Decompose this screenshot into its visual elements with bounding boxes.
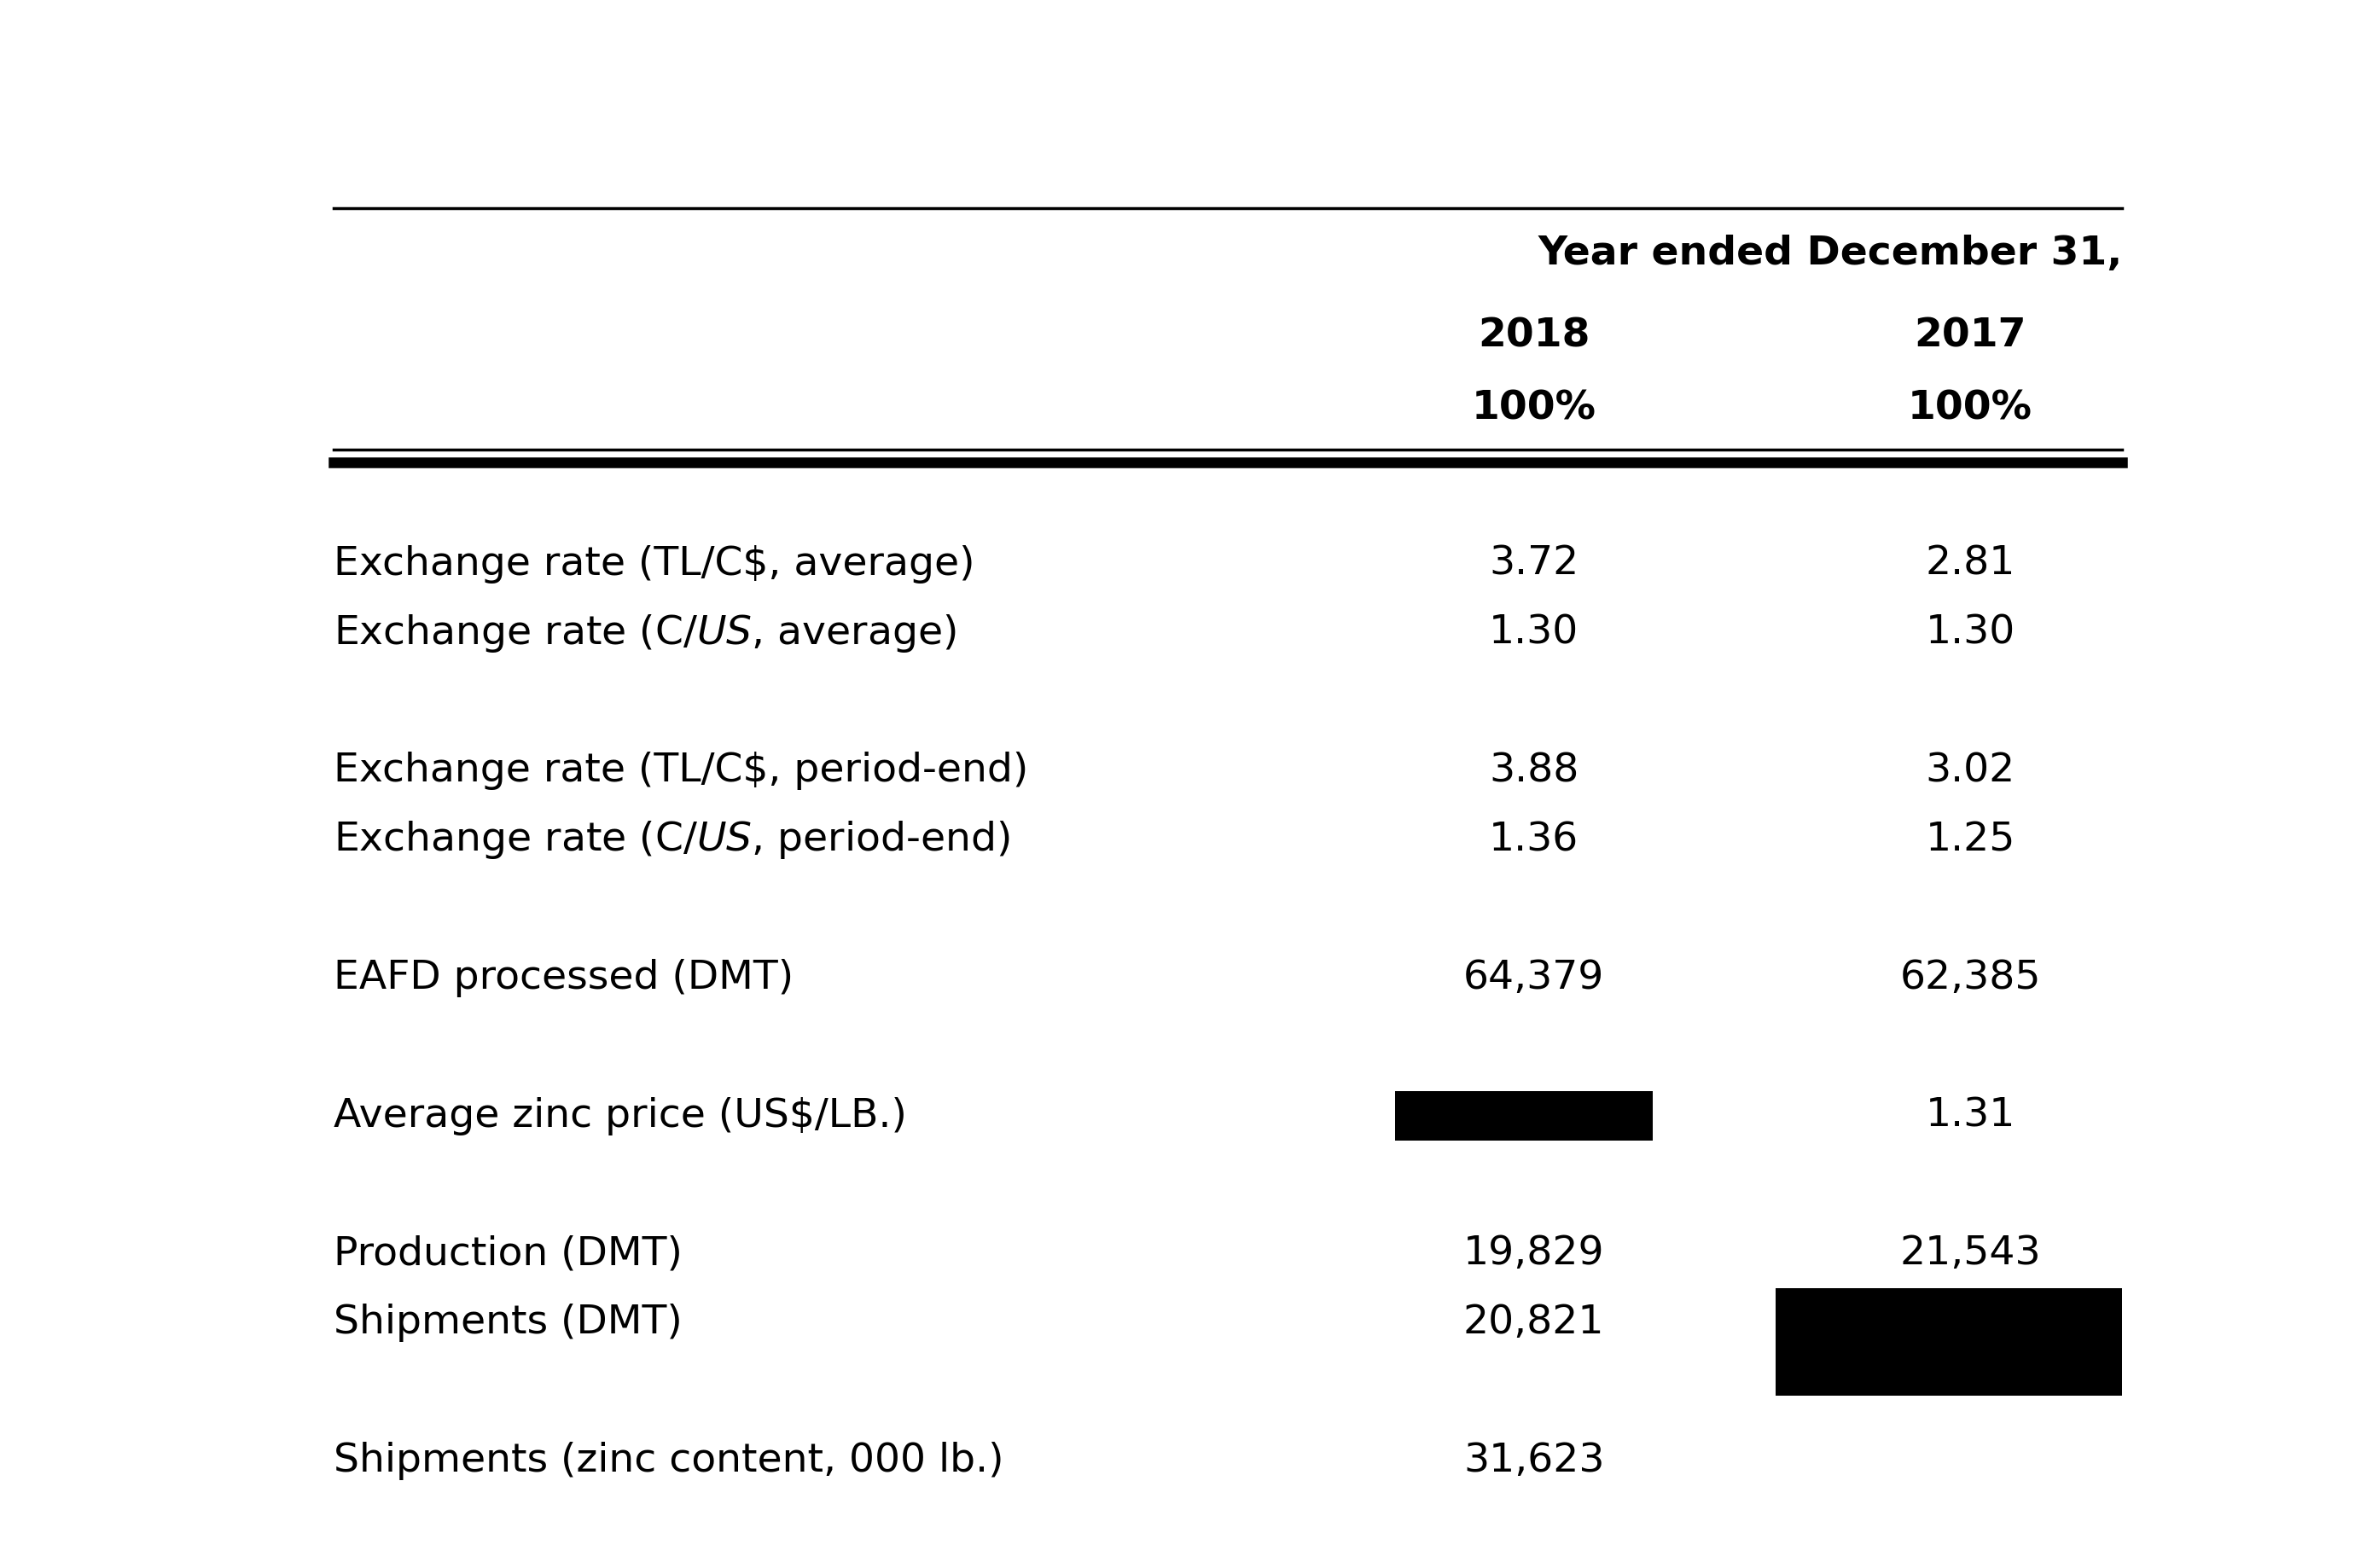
- Text: 62,385: 62,385: [1900, 960, 2040, 997]
- Text: Shipments (DMT): Shipments (DMT): [333, 1303, 682, 1342]
- Text: 19,829: 19,829: [1462, 1234, 1605, 1273]
- Bar: [1396, 1091, 1653, 1142]
- Text: 3.88: 3.88: [1489, 753, 1579, 790]
- Text: 1.36: 1.36: [1489, 822, 1579, 859]
- Text: 2018: 2018: [1477, 317, 1591, 356]
- Bar: [1776, 1289, 2121, 1505]
- Text: Exchange rate (TL/C$, average): Exchange rate (TL/C$, average): [333, 546, 975, 583]
- Text: 2017: 2017: [1914, 317, 2026, 356]
- Text: Exchange rate (C$/US$, average): Exchange rate (C$/US$, average): [333, 612, 956, 654]
- Text: 1.30: 1.30: [1926, 615, 2014, 652]
- Text: 64,379: 64,379: [1462, 960, 1605, 997]
- Text: 1.25: 1.25: [1926, 822, 2014, 859]
- Text: 20,821: 20,821: [1462, 1303, 1605, 1342]
- Text: 21,543: 21,543: [1900, 1234, 2040, 1273]
- Text: Year ended December 31,: Year ended December 31,: [1539, 235, 2121, 273]
- Text: Shipments (zinc content, 000 lb.): Shipments (zinc content, 000 lb.): [333, 1441, 1004, 1480]
- Text: EAFD processed (DMT): EAFD processed (DMT): [333, 960, 794, 997]
- Text: Average zinc price (US$/LB.): Average zinc price (US$/LB.): [333, 1098, 906, 1135]
- Text: 1.31: 1.31: [1926, 1098, 2014, 1135]
- Text: Exchange rate (TL/C$, period-end): Exchange rate (TL/C$, period-end): [333, 753, 1027, 790]
- Text: 3.02: 3.02: [1926, 753, 2014, 790]
- Text: Production (DMT): Production (DMT): [333, 1234, 682, 1273]
- Text: 100%: 100%: [1907, 389, 2033, 428]
- Text: 2.81: 2.81: [1926, 546, 2014, 583]
- Text: 31,623: 31,623: [1462, 1441, 1605, 1480]
- Text: Exchange rate (C$/US$, period-end): Exchange rate (C$/US$, period-end): [333, 818, 1011, 861]
- Text: 1.30: 1.30: [1489, 615, 1579, 652]
- Text: 100%: 100%: [1472, 389, 1596, 428]
- Text: 3.72: 3.72: [1489, 546, 1579, 583]
